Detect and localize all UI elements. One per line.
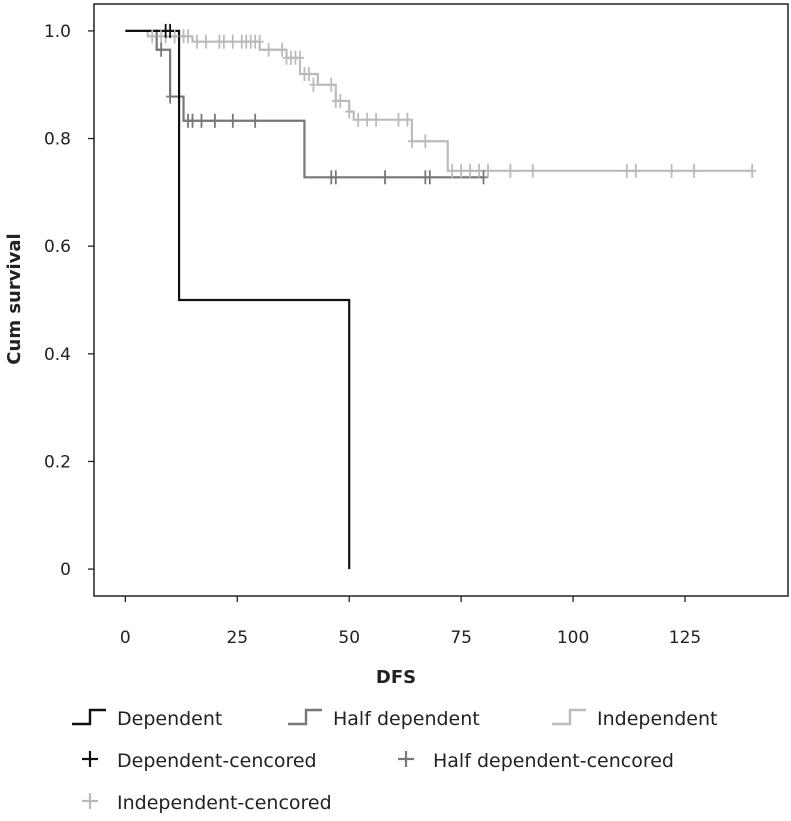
- x-tick-label: 75: [450, 628, 472, 648]
- legend-entry: Independent: [552, 708, 717, 730]
- plot-area: [125, 23, 757, 570]
- censor-mark: [484, 163, 493, 178]
- censor-mark: [188, 113, 197, 128]
- censor-mark: [381, 170, 390, 185]
- censor-mark: [689, 163, 698, 178]
- censor-mark: [457, 163, 466, 178]
- series-line-dependent: [125, 29, 351, 570]
- censor-mark: [197, 113, 206, 128]
- censor-mark: [403, 112, 412, 127]
- x-tick-label: 100: [557, 628, 589, 648]
- legend-label: Independent: [597, 708, 717, 730]
- legend-label: Half dependent: [333, 708, 480, 730]
- censor-mark: [363, 112, 372, 127]
- legend-step-swatch: [288, 708, 322, 726]
- censor-mark: [394, 112, 403, 127]
- censor-mark: [622, 163, 631, 178]
- censor-mark: [466, 163, 475, 178]
- legend-label: Dependent: [117, 708, 222, 730]
- censor-mark: [157, 42, 166, 57]
- censor-mark: [528, 163, 537, 178]
- x-tick-label: 50: [338, 628, 360, 648]
- legend-label: Half dependent-cencored: [433, 750, 674, 772]
- series-line-half-dependent: [147, 29, 484, 179]
- censor-mark: [506, 163, 515, 178]
- legend-entry: Dependent-cencored: [82, 750, 317, 772]
- censor-mark: [354, 112, 363, 127]
- censor-mark: [425, 170, 434, 185]
- legend-label: Independent-cencored: [117, 792, 332, 814]
- censor-mark: [170, 29, 179, 44]
- censor-mark: [264, 42, 273, 57]
- censor-mark: [278, 42, 287, 57]
- y-tick-label: 0.2: [44, 452, 71, 472]
- censor-mark: [166, 89, 175, 104]
- censor-mark: [667, 163, 676, 178]
- legend: Dependent Half dependent Independent Depend…: [72, 708, 717, 814]
- censor-mark: [148, 29, 157, 44]
- y-tick-label: 0: [60, 560, 71, 580]
- censor-mark: [475, 163, 484, 178]
- censor-mark: [295, 50, 304, 65]
- censor-mark: [748, 163, 757, 178]
- censor-mark: [336, 93, 345, 108]
- x-tick-label: 0: [120, 628, 131, 648]
- censor-mark: [448, 163, 457, 178]
- censor-mark: [327, 77, 336, 92]
- y-axis-title: Cum survival: [4, 233, 25, 364]
- y-tick-label: 0.6: [44, 237, 71, 257]
- censor-mark: [228, 113, 237, 128]
- series-line-independent: [125, 29, 753, 172]
- censor-mark: [421, 134, 430, 149]
- legend-entry: Half dependent: [288, 708, 480, 730]
- x-tick-label: 25: [226, 628, 248, 648]
- censor-mark: [184, 29, 193, 44]
- x-tick-label: 125: [669, 628, 701, 648]
- censor-mark: [219, 34, 228, 49]
- legend-entry: Dependent: [72, 708, 222, 730]
- y-tick-label: 0.8: [44, 130, 71, 150]
- legend-plus-swatch: [82, 793, 98, 809]
- x-axis-ticks: 0 25 50 75 100 125: [120, 596, 701, 648]
- y-axis-ticks: 0 0.2 0.4 0.6 0.8 1.0: [44, 22, 94, 580]
- censor-mark: [228, 34, 237, 49]
- legend-plus-swatch: [398, 751, 414, 767]
- legend-label: Dependent-cencored: [117, 750, 317, 772]
- y-tick-label: 1.0: [44, 22, 71, 42]
- legend-step-swatch: [552, 708, 586, 726]
- censor-mark: [251, 113, 260, 128]
- censor-mark: [331, 170, 340, 185]
- censor-mark: [309, 77, 318, 92]
- censor-mark: [201, 34, 210, 49]
- censor-mark: [631, 163, 640, 178]
- x-axis-title: DFS: [376, 667, 416, 688]
- censor-mark: [166, 23, 175, 38]
- censor-mark: [407, 134, 416, 149]
- censor-mark: [255, 34, 264, 49]
- legend-entry: Independent-cencored: [82, 792, 332, 814]
- censor-mark: [210, 113, 219, 128]
- legend-plus-swatch: [82, 751, 98, 767]
- censor-mark: [345, 104, 354, 119]
- censor-mark: [304, 66, 313, 81]
- y-tick-label: 0.4: [44, 345, 71, 365]
- censor-mark: [192, 34, 201, 49]
- censor-mark: [479, 170, 488, 185]
- plot-frame: [93, 3, 789, 597]
- legend-step-swatch: [72, 708, 106, 726]
- legend-entry: Half dependent-cencored: [398, 750, 674, 772]
- censor-mark: [372, 112, 381, 127]
